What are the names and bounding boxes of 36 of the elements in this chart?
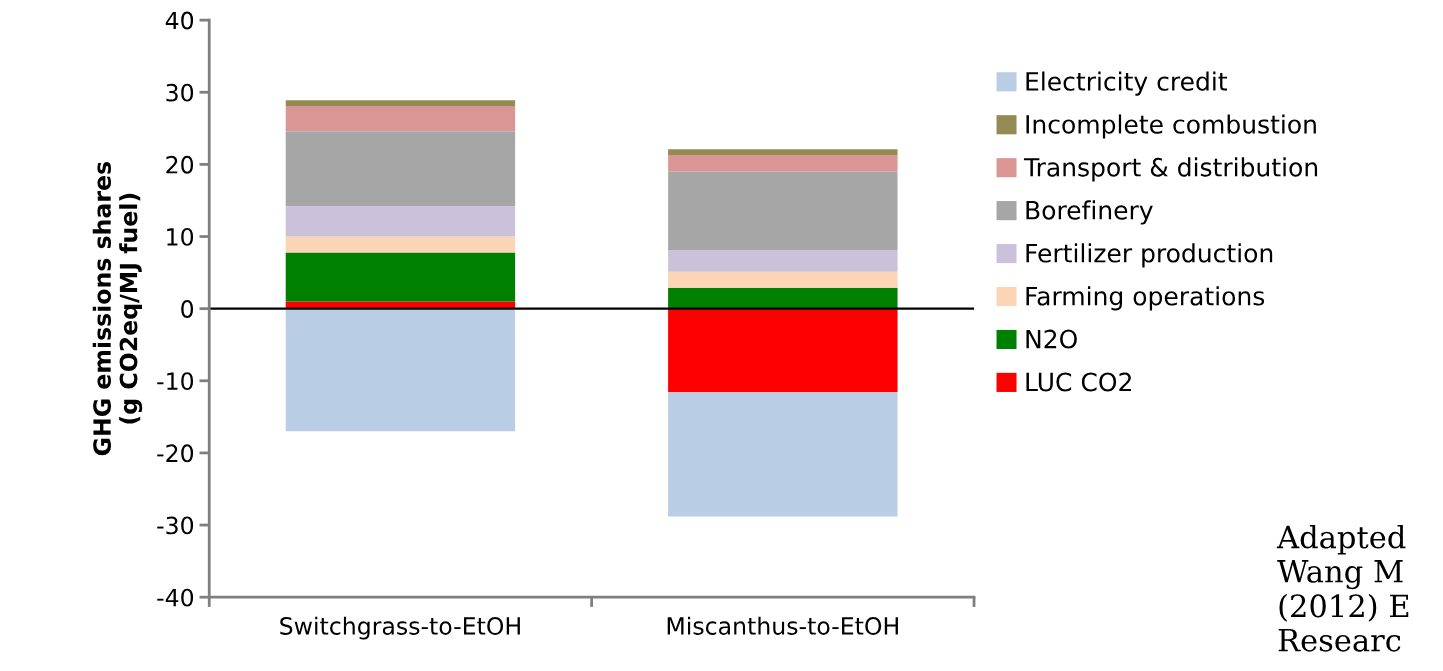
legend-label: LUC CO2 [1026,372,1131,392]
legend-label: Fertilizer production [1026,243,1273,268]
bar [668,308,898,393]
x-tick-label: Switchgrass-to-EtOH [280,616,520,640]
bar [668,250,898,272]
legend-label: Electricity credit [1026,71,1228,96]
y-tick-label: 40 [165,11,194,30]
text: Adapted Wang M (2012) E Researc [1276,524,1409,652]
bar [285,100,516,106]
x-tick-label: Miscanthus-to-EtOH [667,616,898,635]
bar [668,271,898,288]
y-tick-label: 10 [167,227,194,246]
bar [668,155,898,172]
legend-label: Transport & distribution [1023,157,1318,182]
bar [285,308,516,432]
y-tick-label: -30 [157,516,194,535]
y-tick-label: -20 [157,444,194,463]
bar [285,252,516,302]
y-tick-label: -10 [157,372,194,391]
bar [285,131,516,207]
legend-label: N2O [1026,329,1077,349]
legend-label: Farming operations [1026,286,1265,311]
bar [285,105,516,132]
y-tick-label: -40 [157,588,194,607]
y-axis-title: GHG emissions shares (g CO2eq/MJ fuel) [92,162,143,456]
bar [668,287,898,309]
bar [668,149,898,156]
legend-label: Incomplete combustion [1026,114,1316,139]
bar [668,392,898,517]
bar [285,206,516,237]
bar [285,236,516,253]
legend-label: Borefinery [1026,200,1153,225]
y-tick-label: 20 [166,155,194,174]
bar [668,171,898,251]
y-tick-label: 0 [181,300,194,318]
y-tick-label: 30 [166,83,194,102]
